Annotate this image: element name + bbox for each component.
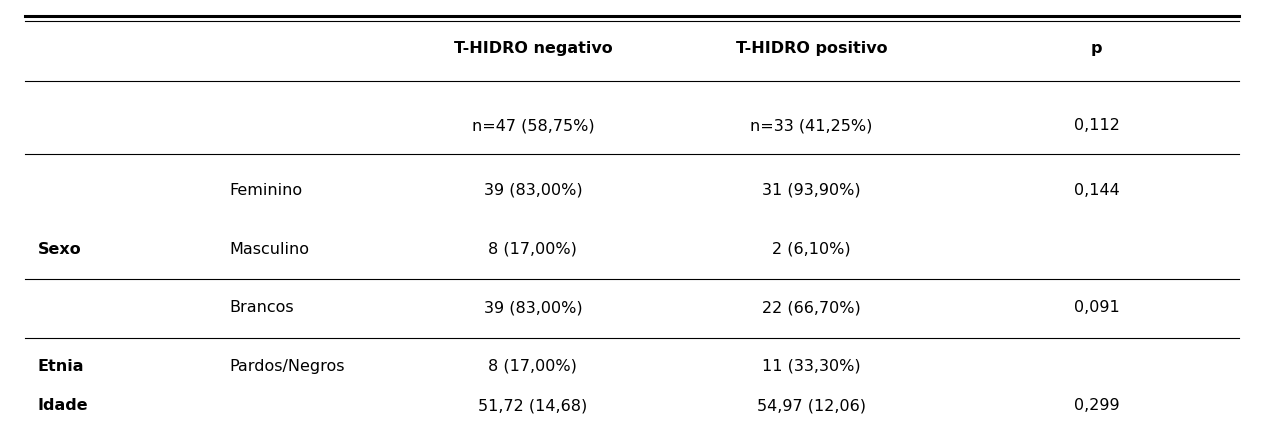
Text: T-HIDRO negativo: T-HIDRO negativo: [454, 40, 612, 55]
Text: 0,299: 0,299: [1073, 397, 1120, 412]
Text: Etnia: Etnia: [38, 358, 83, 373]
Text: Idade: Idade: [38, 397, 88, 412]
Text: Sexo: Sexo: [38, 241, 81, 256]
Text: Feminino: Feminino: [229, 183, 302, 198]
Text: 51,72 (14,68): 51,72 (14,68): [478, 397, 588, 412]
Text: n=33 (41,25%): n=33 (41,25%): [751, 118, 873, 133]
Text: 2 (6,10%): 2 (6,10%): [772, 241, 851, 256]
Text: 0,144: 0,144: [1073, 183, 1120, 198]
Text: Brancos: Brancos: [229, 299, 295, 314]
Text: 0,112: 0,112: [1073, 118, 1120, 133]
Text: n=47 (58,75%): n=47 (58,75%): [471, 118, 594, 133]
Text: T-HIDRO positivo: T-HIDRO positivo: [736, 40, 887, 55]
Text: 0,091: 0,091: [1073, 299, 1120, 314]
Text: p: p: [1091, 40, 1102, 55]
Text: 54,97 (12,06): 54,97 (12,06): [757, 397, 866, 412]
Text: 11 (33,30%): 11 (33,30%): [762, 358, 861, 373]
Text: 22 (66,70%): 22 (66,70%): [762, 299, 861, 314]
Text: 39 (83,00%): 39 (83,00%): [484, 183, 583, 198]
Text: Pardos/Negros: Pardos/Negros: [229, 358, 345, 373]
Text: Masculino: Masculino: [229, 241, 310, 256]
Text: 31 (93,90%): 31 (93,90%): [762, 183, 861, 198]
Text: 8 (17,00%): 8 (17,00%): [488, 241, 578, 256]
Text: 39 (83,00%): 39 (83,00%): [484, 299, 583, 314]
Text: 8 (17,00%): 8 (17,00%): [488, 358, 578, 373]
